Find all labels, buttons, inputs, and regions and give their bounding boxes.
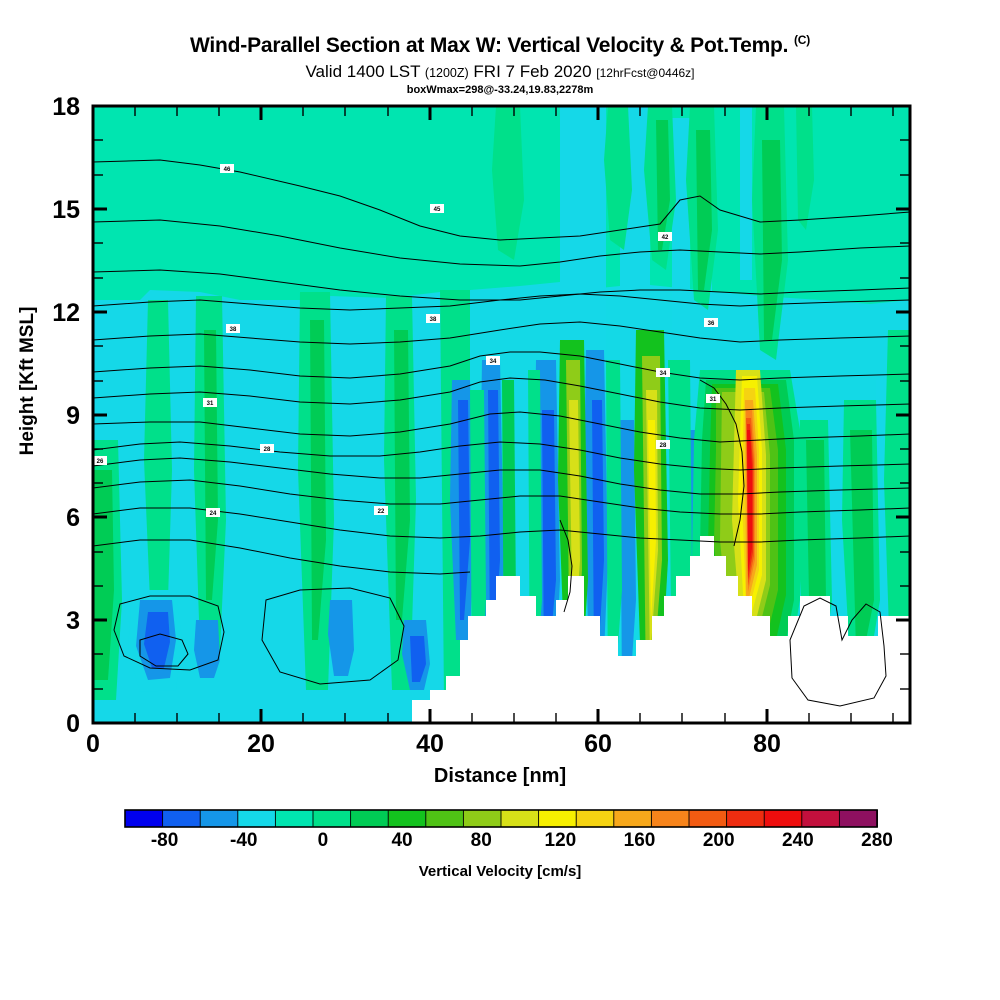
- contour-labels: 46 45 42 38 38 36 34 34 31 31 28 28 26 2…: [93, 164, 720, 517]
- svg-text:34: 34: [660, 371, 667, 377]
- colorbar-tick-5: 120: [545, 830, 577, 851]
- x-tick-1: 20: [247, 730, 275, 758]
- max-w-annotation: boxWmax=298@-33.24,19.83,2278m: [406, 84, 594, 96]
- colorbar-swatch: [688, 809, 728, 828]
- colorbar-swatch: [838, 809, 878, 828]
- colorbar-swatch: [613, 809, 653, 828]
- svg-text:46: 46: [224, 167, 231, 173]
- svg-text:28: 28: [264, 447, 271, 453]
- x-axis-ticks: [91, 106, 894, 723]
- svg-text:38: 38: [230, 327, 237, 333]
- colorbar-tick-labels: -80 -40 0 40 80 120 160 200 240 280: [151, 830, 893, 851]
- colorbar-swatch: [500, 809, 540, 828]
- colorbar-swatch: [575, 809, 615, 828]
- colorbar-swatch: [462, 809, 502, 828]
- colorbar-swatch: [124, 809, 164, 828]
- colorbar-tick-7: 200: [703, 830, 735, 851]
- colorbar-frame: [124, 809, 878, 828]
- y-tick-0: 0: [66, 710, 80, 738]
- y-tick-6: 18: [52, 93, 80, 121]
- colorbar-swatch: [726, 809, 766, 828]
- primary-updraft-core: [692, 370, 800, 660]
- valid-time-label: Valid 1400 LST: [305, 62, 421, 81]
- colorbar-tick-2: 0: [318, 830, 329, 851]
- valid-date-label: FRI 7 Feb 2020: [473, 62, 592, 81]
- colorbar-tick-0: -80: [151, 830, 178, 851]
- colorbar-swatch: [350, 809, 390, 828]
- colorbar-swatch: [801, 809, 841, 828]
- colorbar-swatch: [274, 809, 314, 828]
- terrain-mask: [93, 536, 910, 723]
- figure-subtitle: Valid 1400 LST (1200Z) FRI 7 Feb 2020 [1…: [0, 62, 1000, 82]
- colorbar-tick-9: 280: [861, 830, 893, 851]
- x-tick-labels: 0 20 40 60 80: [86, 730, 781, 758]
- svg-text:31: 31: [207, 401, 214, 407]
- colorbar-swatch: [312, 809, 352, 828]
- svg-text:31: 31: [710, 397, 717, 403]
- colorbar-swatch: [425, 809, 465, 828]
- x-tick-0: 0: [86, 730, 100, 758]
- colorbar-tick-6: 160: [624, 830, 656, 851]
- x-tick-4: 80: [753, 730, 781, 758]
- colorbar-swatch: [237, 809, 277, 828]
- x-axis-label: Distance [nm]: [433, 765, 567, 787]
- colorbar-tick-4: 80: [471, 830, 492, 851]
- svg-text:38: 38: [430, 317, 437, 323]
- svg-text:34: 34: [490, 359, 497, 365]
- colorbar-swatch: [538, 809, 578, 828]
- vertical-velocity-field: 46 45 42 38 38 36 34 34 31 31 28 28 26 2…: [93, 106, 910, 723]
- colorbar-tick-8: 240: [782, 830, 814, 851]
- y-tick-labels: 0 3 6 9 12 15 18: [52, 93, 80, 738]
- figure-title: Wind-Parallel Section at Max W: Vertical…: [0, 33, 1000, 58]
- x-tick-2: 40: [416, 730, 444, 758]
- svg-text:22: 22: [378, 509, 385, 515]
- svg-text:24: 24: [210, 511, 217, 517]
- colorbar-tick-1: -40: [230, 830, 257, 851]
- y-tick-4: 12: [52, 299, 80, 327]
- colorbar-tick-3: 40: [391, 830, 412, 851]
- y-axis-ticks: [93, 104, 910, 725]
- y-tick-3: 9: [66, 402, 80, 430]
- valid-utc-label: (1200Z): [424, 66, 469, 80]
- colorbar-swatch: [387, 809, 427, 828]
- y-tick-5: 15: [52, 196, 80, 224]
- forecast-label: [12hrFcst@0446z]: [596, 66, 695, 80]
- x-tick-3: 60: [584, 730, 612, 758]
- svg-text:36: 36: [708, 321, 715, 327]
- svg-text:45: 45: [434, 207, 441, 213]
- colorbar-swatch: [162, 809, 202, 828]
- y-tick-2: 6: [66, 504, 80, 532]
- y-tick-1: 3: [66, 607, 80, 635]
- svg-text:42: 42: [662, 235, 669, 241]
- colorbar-label: Vertical Velocity [cm/s]: [418, 863, 582, 880]
- svg-text:28: 28: [660, 443, 667, 449]
- potential-temperature-contours: [93, 159, 910, 707]
- colorbar[interactable]: -80 -40 0 40 80 120 160 200 240 280: [124, 809, 893, 851]
- colorbar-swatch: [650, 809, 690, 828]
- colorbar-swatch: [199, 809, 239, 828]
- colorbar-swatch: [763, 809, 803, 828]
- copyright-mark: (C): [793, 33, 811, 47]
- svg-text:26: 26: [97, 459, 104, 465]
- figure-title-text: Wind-Parallel Section at Max W: Vertical…: [189, 34, 789, 57]
